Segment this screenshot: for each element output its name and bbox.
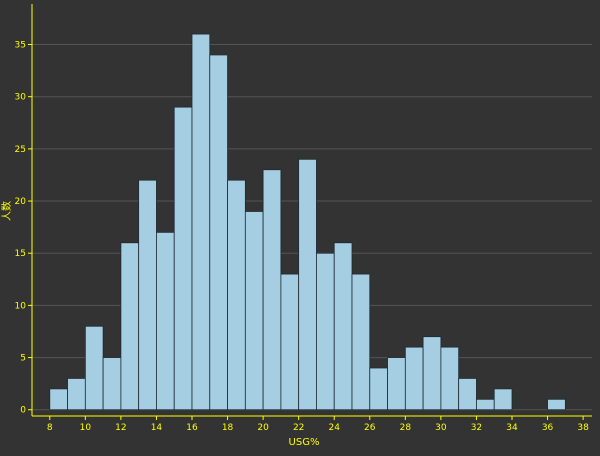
x-tick-label: 36 <box>542 423 554 433</box>
x-tick-label: 26 <box>364 423 376 433</box>
x-tick-label: 24 <box>328 423 340 433</box>
histogram-bar <box>476 398 495 411</box>
x-tick-label: 38 <box>577 423 589 433</box>
histogram-bar <box>84 325 104 411</box>
histogram-bar <box>156 231 175 411</box>
histogram-bar <box>458 378 477 411</box>
y-tick-label: 25 <box>15 145 26 155</box>
histogram-bar <box>440 346 460 411</box>
histogram-bar <box>244 211 264 411</box>
histogram-bar <box>547 398 566 411</box>
bars-layer <box>49 33 566 411</box>
y-tick-label: 30 <box>15 93 27 103</box>
x-tick-label: 34 <box>506 423 518 433</box>
axes-layer: 8 10 12 14 16 18 20 22 24 26 28 30 32 34 36 38 0 5 10 15 20 2… <box>15 4 592 433</box>
histogram-bar <box>173 106 193 411</box>
y-tick-label: 10 <box>15 301 27 311</box>
histogram-bar <box>316 252 335 411</box>
y-tick-label: 35 <box>15 41 26 51</box>
histogram-bar <box>298 158 317 411</box>
x-tick-label: 10 <box>80 423 92 433</box>
histogram-bar <box>120 242 140 411</box>
histogram-bar <box>351 273 371 411</box>
x-tick-label: 20 <box>257 423 269 433</box>
histogram-bar <box>138 179 157 411</box>
histogram-bar <box>102 357 122 411</box>
histogram-bar <box>404 346 424 411</box>
histogram-bar <box>493 388 513 411</box>
y-tick-label: 20 <box>15 197 27 207</box>
histogram-bar <box>262 169 282 411</box>
histogram-bar <box>422 336 442 411</box>
histogram-bar <box>191 33 211 411</box>
x-tick-label: 30 <box>435 423 447 433</box>
histogram-bar <box>369 367 388 411</box>
histogram-bar <box>49 388 68 411</box>
x-tick-label: 28 <box>400 423 412 433</box>
histogram-bar <box>387 357 406 411</box>
y-tick-label: 0 <box>20 406 26 416</box>
histogram-bar <box>67 378 86 411</box>
x-tick-label: 18 <box>222 423 234 433</box>
x-axis-title: USG% <box>289 437 320 448</box>
histogram-bar <box>227 179 246 411</box>
x-tick-label: 12 <box>115 423 126 433</box>
y-tick-label: 5 <box>20 354 26 364</box>
y-tick-label: 15 <box>15 249 26 259</box>
x-tick-label: 22 <box>293 423 304 433</box>
x-tick-label: 32 <box>471 423 482 433</box>
histogram-bar <box>280 273 300 411</box>
histogram-bar <box>333 242 353 411</box>
x-tick-label: 16 <box>186 423 198 433</box>
x-tick-label: 14 <box>151 423 163 433</box>
histogram-bar <box>209 54 228 411</box>
x-tick-label: 8 <box>47 423 53 433</box>
y-axis-title: 人数 <box>0 201 13 221</box>
